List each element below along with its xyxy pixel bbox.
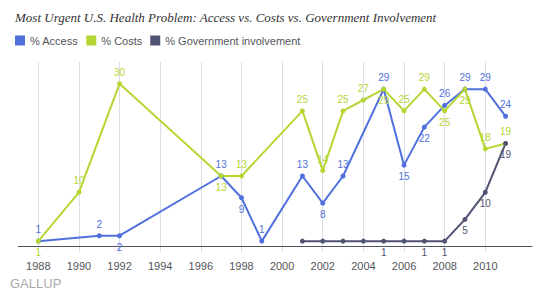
svg-text:Most Urgent U.S. Health Proble: Most Urgent U.S. Health Problem: Access … (14, 10, 437, 25)
svg-text:1: 1 (36, 247, 42, 258)
svg-text:1990: 1990 (67, 260, 91, 272)
svg-text:25: 25 (439, 117, 451, 128)
svg-text:1: 1 (422, 247, 428, 258)
svg-text:1: 1 (259, 224, 265, 235)
svg-text:1992: 1992 (107, 260, 131, 272)
svg-text:18: 18 (480, 132, 492, 143)
svg-text:19: 19 (500, 149, 512, 160)
svg-text:19: 19 (500, 126, 512, 137)
svg-text:29: 29 (459, 95, 471, 106)
svg-text:% Government involvement: % Government involvement (165, 35, 300, 47)
svg-text:1: 1 (442, 247, 448, 258)
svg-text:13: 13 (216, 182, 228, 193)
svg-text:2: 2 (96, 219, 102, 230)
svg-text:29: 29 (480, 72, 492, 83)
svg-text:8: 8 (320, 209, 326, 220)
svg-text:14: 14 (317, 154, 329, 165)
svg-text:2008: 2008 (432, 260, 456, 272)
svg-text:29: 29 (378, 72, 390, 83)
svg-text:29: 29 (419, 72, 431, 83)
svg-text:1998: 1998 (229, 260, 253, 272)
svg-text:% Access: % Access (30, 35, 78, 47)
svg-text:% Costs: % Costs (101, 35, 142, 47)
svg-text:13: 13 (216, 159, 228, 170)
svg-text:25: 25 (337, 94, 349, 105)
svg-text:1996: 1996 (189, 260, 213, 272)
svg-text:24: 24 (500, 99, 512, 110)
svg-text:5: 5 (462, 225, 468, 236)
svg-text:25: 25 (398, 94, 410, 105)
svg-text:22: 22 (419, 133, 431, 144)
svg-text:2002: 2002 (311, 260, 335, 272)
svg-text:2000: 2000 (270, 260, 294, 272)
svg-text:2006: 2006 (392, 260, 416, 272)
svg-text:26: 26 (439, 88, 451, 99)
svg-text:25: 25 (297, 94, 309, 105)
svg-text:13: 13 (337, 159, 349, 170)
svg-text:10: 10 (73, 175, 85, 186)
svg-text:27: 27 (358, 83, 370, 94)
svg-text:1994: 1994 (148, 260, 172, 272)
svg-text:2010: 2010 (473, 260, 497, 272)
svg-text:13: 13 (236, 159, 248, 170)
svg-text:29: 29 (459, 72, 471, 83)
svg-text:1: 1 (36, 224, 42, 235)
svg-text:2004: 2004 (351, 260, 375, 272)
svg-text:GALLUP: GALLUP (10, 276, 61, 291)
svg-text:1: 1 (381, 247, 387, 258)
svg-text:10: 10 (480, 198, 492, 209)
svg-text:2: 2 (117, 242, 123, 253)
svg-text:30: 30 (114, 67, 126, 78)
svg-text:1988: 1988 (26, 260, 50, 272)
svg-text:29: 29 (378, 95, 390, 106)
svg-text:13: 13 (297, 159, 309, 170)
svg-text:9: 9 (239, 204, 245, 215)
svg-text:15: 15 (398, 171, 410, 182)
